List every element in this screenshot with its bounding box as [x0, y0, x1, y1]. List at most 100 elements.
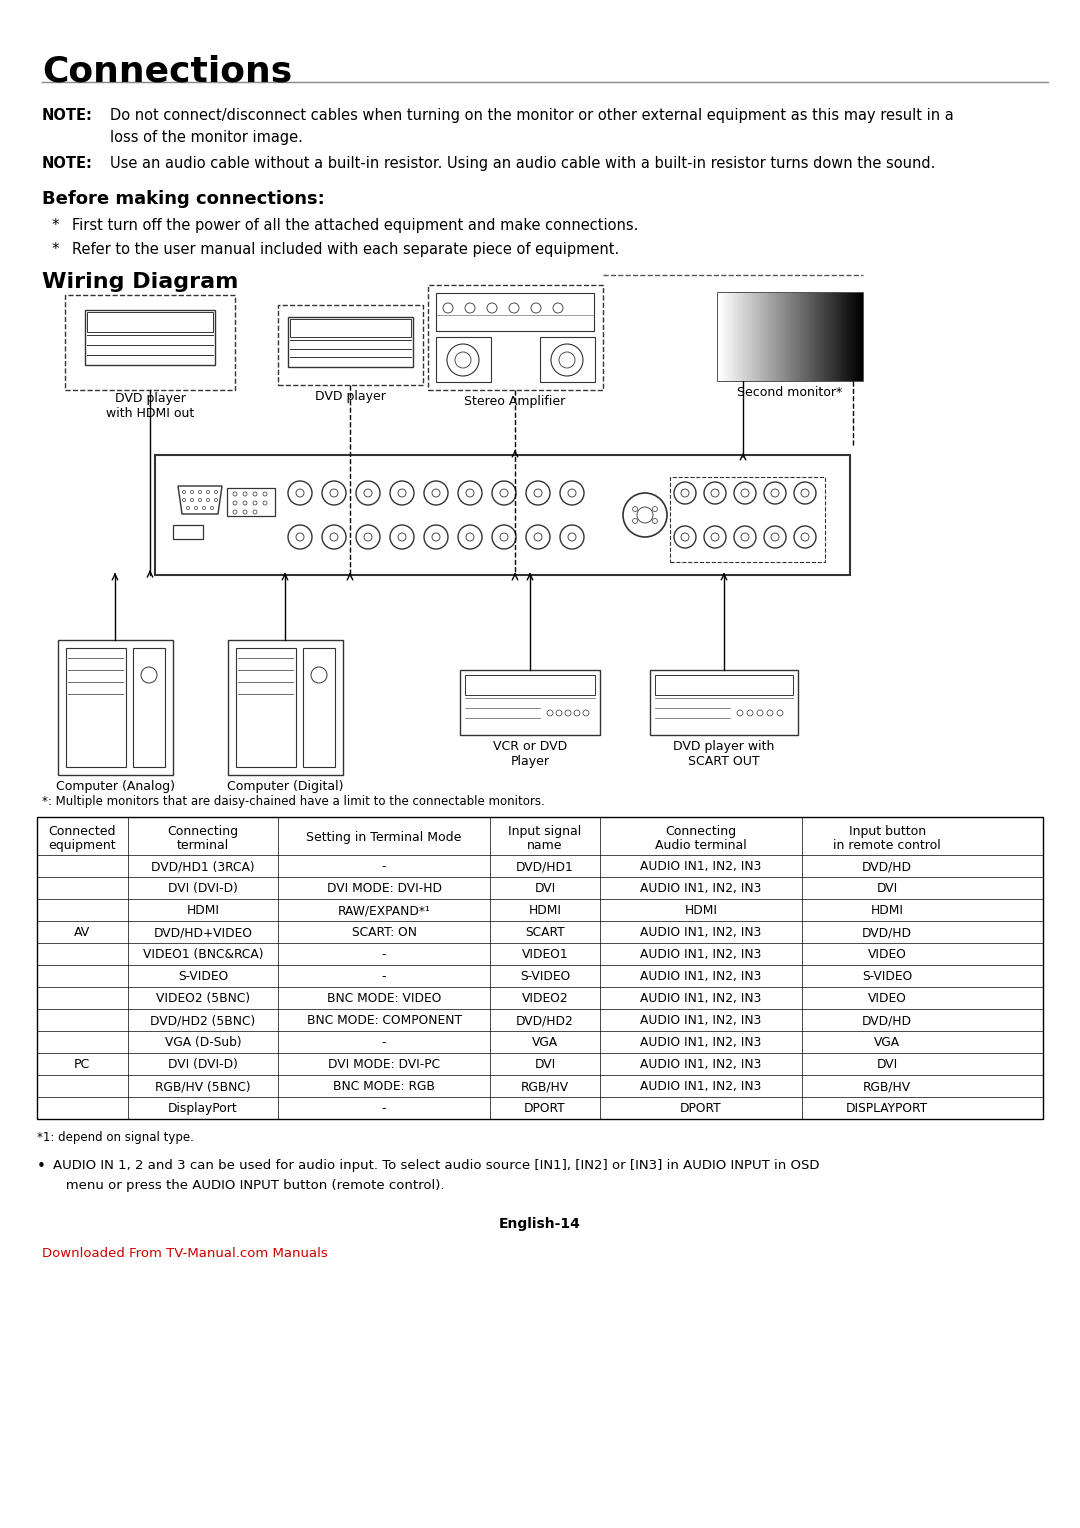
Bar	[133, 648, 165, 767]
Text: VGA: VGA	[532, 1036, 558, 1050]
Text: DVI: DVI	[877, 1057, 897, 1071]
Text: English-14: English-14	[499, 1216, 581, 1232]
Text: VIDEO2 (5BNC): VIDEO2 (5BNC)	[156, 992, 251, 1005]
Text: Connecting: Connecting	[665, 825, 737, 837]
Text: terminal: terminal	[177, 839, 229, 853]
Text: VIDEO2: VIDEO2	[522, 992, 568, 1005]
Bar	[227, 487, 275, 516]
Text: VGA: VGA	[874, 1036, 900, 1050]
Bar	[85, 310, 215, 365]
Bar	[540, 338, 595, 382]
Text: RAW/EXPAND*¹: RAW/EXPAND*¹	[338, 905, 431, 917]
Text: DVD/HD: DVD/HD	[862, 926, 913, 940]
Text: NOTE:: NOTE:	[42, 156, 93, 171]
Text: S-VIDEO: S-VIDEO	[862, 970, 913, 983]
Text: PC: PC	[75, 1057, 91, 1071]
Text: VCR or DVD
Player: VCR or DVD Player	[492, 740, 567, 769]
Bar	[37, 817, 1043, 1118]
Text: Use an audio cable without a built-in resistor. Using an audio cable with a buil: Use an audio cable without a built-in re…	[110, 156, 935, 171]
Text: DVI MODE: DVI-PC: DVI MODE: DVI-PC	[328, 1057, 441, 1071]
Text: VIDEO1: VIDEO1	[522, 947, 568, 961]
Text: DVD/HD2: DVD/HD2	[516, 1015, 573, 1027]
Text: in remote control: in remote control	[833, 839, 941, 853]
Text: AUDIO IN1, IN2, IN3: AUDIO IN1, IN2, IN3	[640, 1057, 761, 1071]
Text: DVI (DVI-D): DVI (DVI-D)	[168, 882, 238, 895]
Text: DVD/HD: DVD/HD	[862, 1015, 913, 1027]
Text: RGB/HV: RGB/HV	[521, 1080, 569, 1093]
Text: NOTE:: NOTE:	[42, 108, 93, 122]
Bar	[237, 648, 296, 767]
Text: AUDIO IN1, IN2, IN3: AUDIO IN1, IN2, IN3	[640, 1080, 761, 1093]
Text: DVI: DVI	[877, 882, 897, 895]
Bar	[436, 338, 491, 382]
Text: -: -	[382, 860, 387, 872]
Text: Input signal: Input signal	[509, 825, 582, 837]
Text: Audio terminal: Audio terminal	[656, 839, 747, 853]
Text: loss of the monitor image.: loss of the monitor image.	[110, 130, 302, 145]
Bar	[66, 648, 126, 767]
Bar	[436, 293, 594, 332]
Text: DVD player
with HDMI out: DVD player with HDMI out	[106, 393, 194, 420]
Text: BNC MODE: COMPONENT: BNC MODE: COMPONENT	[307, 1015, 461, 1027]
Text: equipment: equipment	[49, 839, 116, 853]
Text: menu or press the AUDIO INPUT button (remote control).: menu or press the AUDIO INPUT button (re…	[53, 1180, 445, 1192]
Text: AUDIO IN1, IN2, IN3: AUDIO IN1, IN2, IN3	[640, 1036, 761, 1050]
Text: *: Multiple monitors that are daisy-chained have a limit to the connectable moni: *: Multiple monitors that are daisy-chai…	[42, 795, 544, 808]
Text: BNC MODE: RGB: BNC MODE: RGB	[333, 1080, 435, 1093]
Text: DVD/HD+VIDEO: DVD/HD+VIDEO	[153, 926, 253, 940]
Text: DVI (DVI-D): DVI (DVI-D)	[168, 1057, 238, 1071]
Text: AUDIO IN1, IN2, IN3: AUDIO IN1, IN2, IN3	[640, 860, 761, 872]
Text: Input button: Input button	[849, 825, 926, 837]
Text: VGA (D-Sub): VGA (D-Sub)	[164, 1036, 241, 1050]
Bar	[460, 669, 600, 735]
Text: AUDIO IN1, IN2, IN3: AUDIO IN1, IN2, IN3	[640, 1015, 761, 1027]
Text: -: -	[382, 1102, 387, 1115]
Text: AUDIO IN1, IN2, IN3: AUDIO IN1, IN2, IN3	[640, 947, 761, 961]
Text: AV: AV	[75, 926, 91, 940]
Text: S-VIDEO: S-VIDEO	[178, 970, 228, 983]
Text: *1: depend on signal type.: *1: depend on signal type.	[37, 1131, 194, 1144]
Text: DVD player: DVD player	[314, 390, 386, 403]
Text: RGB/HV: RGB/HV	[863, 1080, 912, 1093]
Text: Setting in Terminal Mode: Setting in Terminal Mode	[307, 831, 462, 843]
Text: SCART: ON: SCART: ON	[352, 926, 417, 940]
Text: S-VIDEO: S-VIDEO	[519, 970, 570, 983]
Text: HDMI: HDMI	[870, 905, 904, 917]
Text: VIDEO: VIDEO	[867, 992, 906, 1005]
Text: RGB/HV (5BNC): RGB/HV (5BNC)	[156, 1080, 251, 1093]
Text: Before making connections:: Before making connections:	[42, 189, 325, 208]
Text: *: *	[52, 219, 59, 232]
Text: First turn off the power of all the attached equipment and make connections.: First turn off the power of all the atta…	[72, 219, 638, 232]
Text: Stereo Amplifier: Stereo Amplifier	[464, 396, 566, 408]
Text: VIDEO1 (BNC&RCA): VIDEO1 (BNC&RCA)	[143, 947, 264, 961]
Text: DPORT: DPORT	[524, 1102, 566, 1115]
Text: DVD player with
SCART OUT: DVD player with SCART OUT	[673, 740, 774, 769]
Bar	[173, 526, 203, 539]
Text: Do not connect/disconnect cables when turning on the monitor or other external e: Do not connect/disconnect cables when tu…	[110, 108, 954, 122]
Text: Computer (Analog): Computer (Analog)	[55, 779, 175, 793]
Text: Connected: Connected	[49, 825, 116, 837]
Text: •: •	[37, 1160, 45, 1174]
Text: DISPLAYPORT: DISPLAYPORT	[846, 1102, 928, 1115]
Text: AUDIO IN1, IN2, IN3: AUDIO IN1, IN2, IN3	[640, 926, 761, 940]
Text: HDMI: HDMI	[685, 905, 717, 917]
Bar	[291, 319, 411, 338]
Bar	[465, 675, 595, 695]
Text: -: -	[382, 970, 387, 983]
Bar	[718, 293, 863, 380]
Bar	[303, 648, 335, 767]
Text: AUDIO IN 1, 2 and 3 can be used for audio input. To select audio source [IN1], [: AUDIO IN 1, 2 and 3 can be used for audi…	[53, 1160, 820, 1172]
Text: AUDIO IN1, IN2, IN3: AUDIO IN1, IN2, IN3	[640, 882, 761, 895]
Text: Connections: Connections	[42, 55, 293, 89]
Text: DisplayPort: DisplayPort	[168, 1102, 238, 1115]
Text: Downloaded From TV-Manual.com Manuals: Downloaded From TV-Manual.com Manuals	[42, 1247, 327, 1261]
Text: *: *	[52, 241, 59, 257]
Text: AUDIO IN1, IN2, IN3: AUDIO IN1, IN2, IN3	[640, 970, 761, 983]
Bar	[428, 286, 603, 390]
Text: Wiring Diagram: Wiring Diagram	[42, 272, 239, 292]
Text: Second monitor*: Second monitor*	[738, 387, 842, 399]
Text: Computer (Digital): Computer (Digital)	[227, 779, 343, 793]
Text: Refer to the user manual included with each separate piece of equipment.: Refer to the user manual included with e…	[72, 241, 619, 257]
Bar	[288, 316, 413, 367]
Text: SCART: SCART	[525, 926, 565, 940]
